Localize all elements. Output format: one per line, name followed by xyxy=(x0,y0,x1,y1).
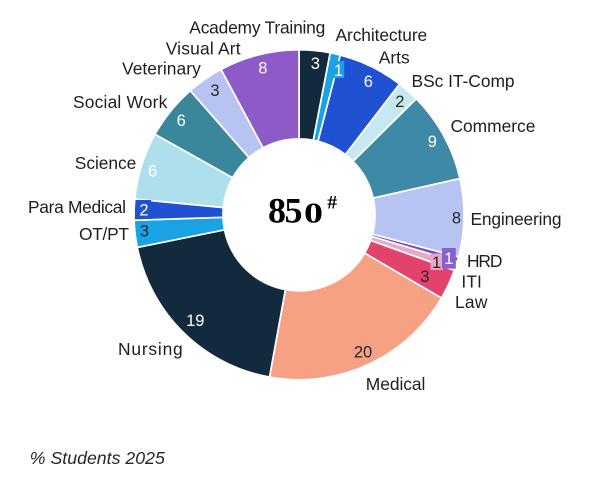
svg-text:Social Work: Social Work xyxy=(73,92,168,112)
svg-text:Science: Science xyxy=(75,153,137,173)
svg-text:1: 1 xyxy=(444,250,453,268)
svg-text:20: 20 xyxy=(354,343,372,361)
svg-text:6: 6 xyxy=(364,73,373,91)
svg-text:Veterinary: Veterinary xyxy=(122,59,201,79)
svg-text:#: # xyxy=(327,192,337,213)
svg-text:19: 19 xyxy=(186,312,204,330)
svg-text:BSc IT-Comp: BSc IT-Comp xyxy=(412,71,515,91)
svg-text:8: 8 xyxy=(258,60,267,78)
svg-text:% Students 2025: % Students 2025 xyxy=(30,448,165,468)
svg-text:HRD: HRD xyxy=(467,251,502,271)
svg-text:Para Medical: Para Medical xyxy=(28,197,126,217)
svg-text:0: 0 xyxy=(304,199,323,230)
svg-text:6: 6 xyxy=(177,112,186,130)
svg-text:Commerce: Commerce xyxy=(451,116,536,136)
svg-text:85: 85 xyxy=(268,191,303,231)
svg-text:8: 8 xyxy=(452,209,461,227)
svg-text:3: 3 xyxy=(420,268,429,286)
svg-text:Architecture: Architecture xyxy=(336,25,428,45)
svg-text:Visual Art: Visual Art xyxy=(166,39,241,59)
svg-text:Medical: Medical xyxy=(366,374,426,394)
svg-text:1: 1 xyxy=(334,62,343,80)
svg-text:Engineering: Engineering xyxy=(471,209,562,229)
svg-text:Nursing: Nursing xyxy=(118,339,183,359)
svg-text:Arts: Arts xyxy=(379,48,410,68)
svg-text:Academy Training: Academy Training xyxy=(189,17,325,37)
svg-text:3: 3 xyxy=(210,82,219,100)
svg-text:1: 1 xyxy=(432,254,441,272)
svg-text:3: 3 xyxy=(140,222,149,240)
svg-text:2: 2 xyxy=(139,201,148,219)
svg-text:OT/PT: OT/PT xyxy=(79,224,129,244)
svg-text:Law: Law xyxy=(455,292,488,312)
svg-text:2: 2 xyxy=(395,93,404,111)
svg-text:6: 6 xyxy=(148,163,157,181)
svg-text:ITI: ITI xyxy=(461,272,482,292)
svg-text:3: 3 xyxy=(311,55,320,73)
svg-text:9: 9 xyxy=(428,133,437,151)
